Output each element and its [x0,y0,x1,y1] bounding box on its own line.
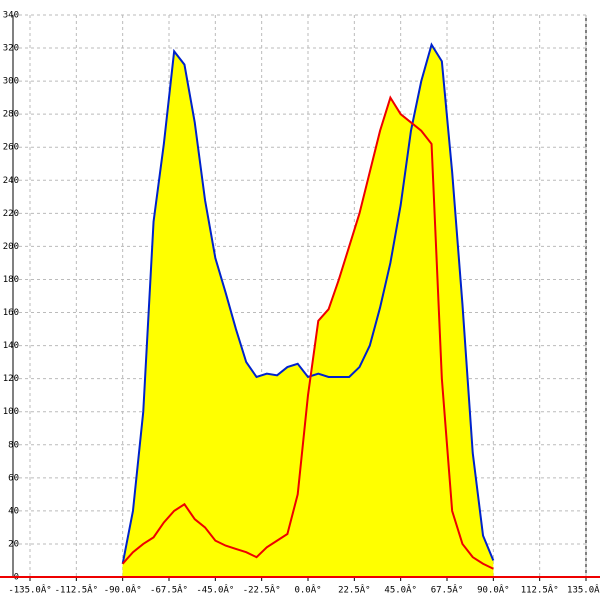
y-tick-label: 120 [3,374,19,384]
x-tick-label: 90.0Â° [477,584,510,596]
y-tick-label: 320 [3,44,19,54]
x-tick-label: 112.5Â° [521,584,559,596]
y-tick-label: 260 [3,143,19,153]
x-tick-label: 135.0Â° [567,584,600,596]
y-tick-label: 300 [3,77,19,87]
x-tick-label: -22.5Â° [243,584,281,596]
y-tick-label: 220 [3,209,19,219]
y-tick-label: 160 [3,308,19,318]
y-tick-label: 40 [8,506,19,516]
y-tick-label: 180 [3,275,19,285]
x-tick-label: 45.0Â° [384,584,417,596]
series-line [121,42,495,564]
area-fill [122,97,494,577]
x-tick-label: 0.0Â° [294,584,321,596]
x-tick-label: -135.0Â° [8,584,51,596]
y-tick-label: 80 [8,440,19,450]
x-tick-label: -90.0Â° [104,584,142,596]
y-tick-label: 340 [3,11,19,21]
y-tick-label: 100 [3,407,19,417]
x-tick-label: -67.5Â° [150,584,188,596]
y-tick-label: 240 [3,176,19,186]
y-tick-label: 280 [3,110,19,120]
y-tick-label: 200 [3,242,19,252]
x-tick-label: -45.0Â° [196,584,234,596]
x-tick-label: 22.5Â° [338,584,371,596]
x-tick-label: -112.5Â° [55,584,98,596]
y-tick-label: 60 [8,473,19,483]
y-tick-label: 20 [8,539,19,549]
x-tick-label: 67.5Â° [431,584,464,596]
series-line [121,95,494,570]
y-tick-label: 140 [3,341,19,351]
